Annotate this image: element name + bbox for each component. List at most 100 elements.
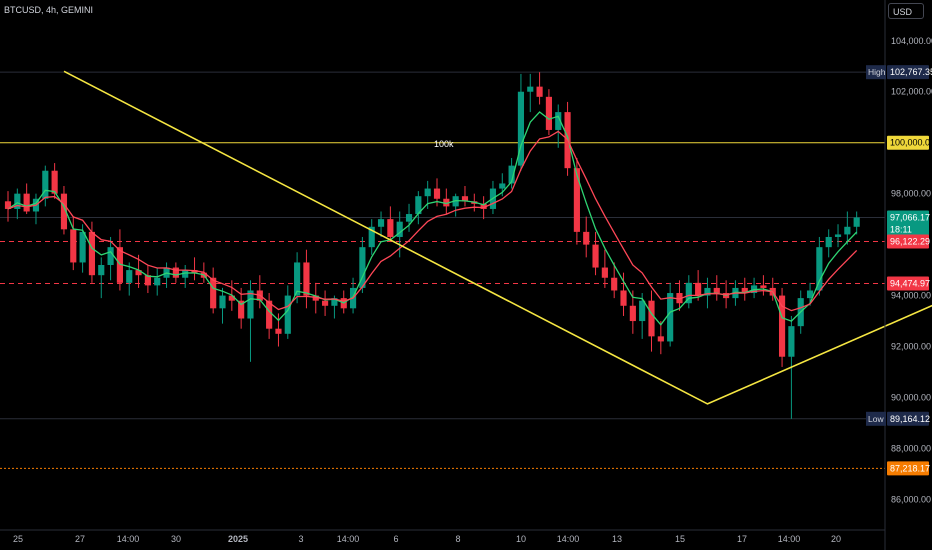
price-label-prefix-bg bbox=[866, 65, 886, 80]
price-label-text: 94,474.97 bbox=[890, 278, 930, 288]
x-tick-label: 20 bbox=[831, 534, 841, 544]
price-label-text: 97,066.17 bbox=[890, 212, 930, 222]
candle-body bbox=[778, 295, 786, 357]
candle-body bbox=[806, 290, 814, 299]
x-tick-label: 25 bbox=[13, 534, 23, 544]
candle-body bbox=[322, 300, 329, 306]
price-label-prefix: Low bbox=[868, 414, 884, 424]
candle-body bbox=[825, 236, 832, 248]
y-tick-label: 88,000.00 bbox=[891, 443, 931, 453]
candle-body bbox=[14, 193, 21, 209]
candle-body bbox=[620, 290, 627, 306]
price-label-bg bbox=[887, 234, 929, 249]
candle-body bbox=[704, 287, 711, 296]
x-tick-label: 14:00 bbox=[557, 534, 580, 544]
candle-body bbox=[443, 198, 450, 207]
candle-body bbox=[629, 305, 636, 322]
x-tick-label: 10 bbox=[516, 534, 526, 544]
candle-body bbox=[359, 247, 366, 288]
moving-averages bbox=[7, 111, 858, 326]
price-label-text: 96,122.29 bbox=[890, 236, 930, 246]
y-tick-label: 86,000.00 bbox=[891, 494, 931, 504]
candle-body bbox=[51, 170, 58, 194]
candle-body bbox=[424, 188, 431, 197]
x-tick-label: 27 bbox=[75, 534, 85, 544]
price-label-prefix: High bbox=[868, 67, 886, 77]
price-label-bg bbox=[887, 276, 929, 291]
candle-body bbox=[844, 226, 851, 235]
x-tick-label: 14:00 bbox=[778, 534, 801, 544]
y-tick-label: 102,000.00 bbox=[891, 87, 932, 97]
candle-body bbox=[126, 270, 133, 283]
x-tick-label: 13 bbox=[612, 534, 622, 544]
w-pattern-line bbox=[63, 70, 932, 405]
candle-body bbox=[79, 231, 86, 263]
x-tick-label: 17 bbox=[737, 534, 747, 544]
candle-body bbox=[275, 328, 282, 334]
candle-body bbox=[107, 247, 114, 265]
w-pattern-drawing[interactable] bbox=[63, 70, 932, 418]
price-label-text: 102,767.35 bbox=[890, 67, 932, 77]
candle-body bbox=[135, 270, 142, 276]
symbol-title: BTCUSD, 4h, GEMINI bbox=[4, 5, 94, 15]
y-tick-label: 98,000.00 bbox=[891, 189, 931, 199]
candle-body bbox=[98, 265, 105, 276]
candle-body bbox=[116, 247, 123, 283]
candle-body bbox=[760, 285, 767, 288]
currency-button[interactable]: USD bbox=[888, 3, 924, 19]
level-lines bbox=[0, 71, 885, 469]
price-label-bg bbox=[887, 210, 929, 237]
candle-body bbox=[573, 168, 580, 232]
candle-body bbox=[368, 226, 375, 248]
candle-body bbox=[4, 201, 12, 209]
x-tick-label: 15 bbox=[675, 534, 685, 544]
candle-body bbox=[415, 196, 422, 215]
candle-body bbox=[42, 170, 49, 199]
candle-body bbox=[499, 183, 506, 189]
candle-body bbox=[517, 91, 525, 166]
candle-body bbox=[611, 277, 618, 291]
price-axis[interactable]: 86,000.00 88,000.00 90,000.00 92,000.00 94,0… bbox=[884, 0, 932, 550]
candle-body bbox=[592, 244, 599, 268]
price-label-bg bbox=[887, 411, 929, 426]
x-tick-label: 30 bbox=[171, 534, 181, 544]
candle-body bbox=[834, 234, 842, 237]
price-label-prefix-bg bbox=[866, 411, 886, 426]
candle-body bbox=[695, 282, 702, 296]
candle-body bbox=[182, 270, 189, 278]
candle-body bbox=[144, 275, 151, 286]
candle-body bbox=[527, 86, 534, 92]
candle-body bbox=[685, 282, 692, 304]
candle-body bbox=[266, 300, 273, 329]
candle-body bbox=[648, 300, 655, 337]
candle-body bbox=[219, 295, 226, 309]
candle-body bbox=[639, 300, 646, 322]
candle-body bbox=[70, 229, 77, 263]
y-tick-label: 104,000.00 bbox=[891, 36, 932, 46]
ema-line bbox=[7, 130, 858, 312]
x-tick-label: 8 bbox=[455, 534, 460, 544]
candle-body bbox=[331, 298, 338, 306]
candle-body bbox=[247, 290, 254, 319]
candle-body bbox=[601, 267, 608, 278]
candle-body bbox=[461, 196, 469, 202]
candle-body bbox=[154, 277, 161, 286]
candle-body bbox=[172, 267, 179, 278]
candle-body bbox=[23, 193, 30, 212]
candles bbox=[4, 72, 860, 419]
candle-body bbox=[294, 262, 301, 296]
candle-body bbox=[405, 214, 413, 222]
price-labels: High 102,767.35 100,000.00 97,066.17 18:11 96… bbox=[434, 65, 932, 476]
candle-body bbox=[788, 326, 795, 357]
y-tick-label: 92,000.00 bbox=[891, 342, 931, 352]
candle-body bbox=[676, 293, 683, 304]
time-axis[interactable]: 25 27 14:00 30 2025 3 14:00 6 8 10 14:00 13 15 17 14:0… bbox=[0, 529, 885, 544]
x-tick-label: 2025 bbox=[228, 534, 248, 544]
x-tick-label: 14:00 bbox=[117, 534, 140, 544]
price-label-bg bbox=[887, 461, 929, 476]
candle-body bbox=[583, 231, 590, 245]
candle-body bbox=[508, 165, 515, 184]
candle-body bbox=[452, 196, 459, 207]
y-tick-label: 90,000.00 bbox=[891, 393, 931, 403]
